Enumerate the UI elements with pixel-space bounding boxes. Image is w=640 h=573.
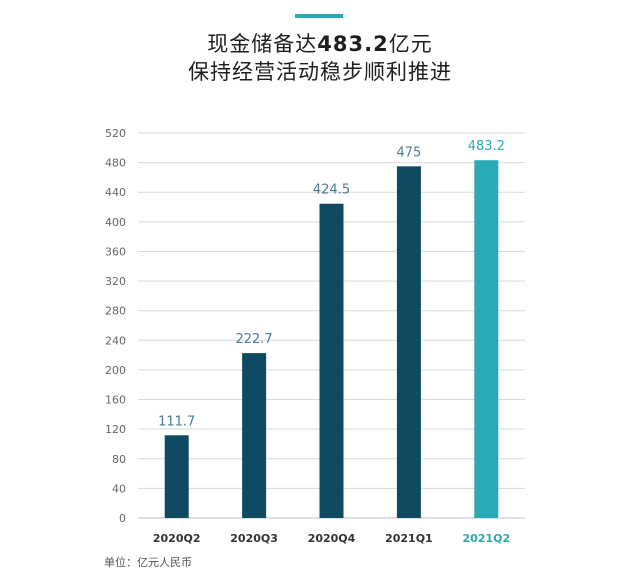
- title-prefix: 现金储备达: [207, 32, 318, 56]
- y-tick-label: 280: [105, 305, 126, 318]
- unit-note: 单位：亿元人民币: [104, 556, 192, 569]
- y-tick-label: 480: [105, 157, 126, 170]
- data-label: 475: [396, 145, 421, 160]
- bar: [164, 435, 189, 518]
- x-tick-label: 2021Q2: [462, 532, 510, 545]
- y-tick-label: 120: [105, 423, 126, 436]
- y-tick-label: 200: [105, 364, 126, 377]
- y-tick-label: 520: [105, 127, 126, 140]
- data-label: 111.7: [158, 414, 195, 429]
- title-line-1: 现金储备达483.2亿元: [0, 30, 640, 58]
- y-tick-label: 240: [105, 334, 126, 347]
- x-tick-label: 2020Q2: [153, 532, 201, 545]
- x-tick-label: 2021Q1: [385, 532, 433, 545]
- y-tick-label: 80: [112, 453, 126, 466]
- y-tick-label: 320: [105, 275, 126, 288]
- title-line-2: 保持经营活动稳步顺利推进: [188, 60, 452, 84]
- data-label: 424.5: [313, 183, 350, 198]
- bar: [319, 203, 344, 518]
- y-tick-label: 440: [105, 186, 126, 199]
- data-label: 222.7: [235, 332, 272, 347]
- bar: [474, 160, 499, 518]
- y-tick-label: 360: [105, 245, 126, 258]
- bar: [396, 166, 421, 518]
- data-label: 483.2: [468, 139, 505, 154]
- title-highlight-value: 483.2: [317, 32, 389, 56]
- y-tick-label: 40: [112, 482, 126, 495]
- x-tick-label: 2020Q3: [230, 532, 278, 545]
- y-tick-label: 400: [105, 216, 126, 229]
- y-tick-label: 0: [119, 512, 126, 525]
- chart-title: 现金储备达483.2亿元 保持经营活动稳步顺利推进: [0, 30, 640, 86]
- bar: [242, 353, 267, 518]
- title-accent-bar: [295, 14, 343, 18]
- x-tick-label: 2020Q4: [308, 532, 356, 545]
- title-suffix: 亿元: [388, 32, 433, 56]
- y-tick-label: 160: [105, 394, 126, 407]
